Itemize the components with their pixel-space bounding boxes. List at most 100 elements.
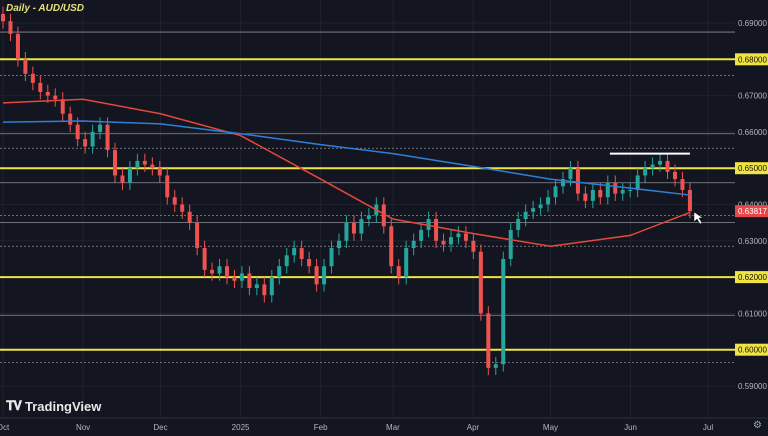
tradingview-logo: 𝐓𝐕 TradingView (6, 398, 101, 414)
moving-average-blue (2, 120, 691, 196)
candle (598, 189, 603, 198)
candle (329, 248, 334, 267)
candle (1, 13, 5, 22)
time-tick-label: Jul (703, 423, 713, 432)
candle (336, 240, 341, 249)
candle (344, 222, 349, 241)
candle (269, 277, 274, 296)
price-tick-label: 0.68000 (738, 55, 767, 64)
chart-title: Daily - AUD/USD (6, 3, 84, 14)
candle (277, 266, 282, 278)
candle (53, 95, 58, 100)
candle (665, 160, 670, 172)
candle (411, 240, 416, 249)
candle (105, 124, 110, 151)
price-tick-label: 0.66000 (738, 128, 767, 137)
candle (448, 237, 453, 245)
price-tick-label: 0.60000 (738, 346, 767, 355)
candle (142, 160, 147, 165)
candle (60, 99, 65, 114)
candle (523, 211, 528, 220)
last-price-bg (735, 205, 768, 218)
candle (157, 168, 162, 176)
time-tick-label: Feb (314, 423, 328, 432)
candle (68, 113, 73, 125)
candle (508, 229, 513, 259)
tv-logo-icon: 𝐓𝐕 (6, 398, 22, 413)
candle (620, 189, 625, 194)
candle (628, 189, 633, 191)
candle (419, 229, 424, 241)
candle (322, 266, 327, 285)
candle (254, 284, 259, 288)
time-tick-label: 2025 (232, 423, 250, 432)
candle (456, 233, 461, 238)
price-tick-label: 0.67000 (738, 92, 767, 101)
candle (30, 73, 35, 83)
candle (389, 226, 394, 267)
candle (516, 219, 521, 230)
candle (307, 258, 312, 267)
time-tick-label: Jun (624, 423, 637, 432)
candle (560, 179, 565, 187)
last-price-label: 0.63817 (738, 207, 767, 216)
candle (15, 33, 20, 60)
candle (672, 171, 677, 180)
time-tick-label: Dec (153, 423, 167, 432)
candle (187, 211, 192, 223)
candle (381, 204, 386, 227)
candle (292, 248, 297, 256)
candle (463, 233, 468, 241)
candle (284, 255, 289, 267)
settings-icon[interactable]: ⚙ (753, 420, 762, 431)
candle (471, 240, 476, 252)
price-tick-label: 0.65000 (738, 164, 767, 173)
candle (23, 59, 28, 74)
candle (531, 208, 536, 212)
candle (90, 131, 95, 147)
candle (98, 124, 103, 132)
time-tick-label: Oct (0, 423, 10, 432)
time-tick-label: Apr (467, 423, 480, 432)
candle (486, 313, 491, 368)
candle (590, 189, 595, 201)
candle (217, 266, 222, 274)
candle (441, 240, 446, 245)
candle (583, 193, 588, 201)
price-tick-label: 0.61000 (738, 309, 767, 318)
candle (575, 168, 580, 194)
candle (150, 164, 155, 169)
candle (8, 21, 13, 34)
candle (396, 266, 401, 278)
candle (613, 182, 618, 194)
candle (635, 175, 640, 190)
candle (202, 248, 207, 270)
candle (180, 204, 185, 212)
candle (366, 215, 371, 220)
candle (83, 139, 88, 147)
price-tick-label: 0.59000 (738, 382, 767, 391)
candle (493, 364, 498, 368)
candle (195, 222, 200, 249)
candle (210, 269, 215, 274)
candle (478, 251, 483, 314)
candle (127, 168, 132, 183)
candle (45, 91, 50, 96)
price-tick-label: 0.69000 (738, 19, 767, 28)
candle (426, 219, 431, 230)
time-tick-label: Mar (386, 423, 400, 432)
candle (538, 204, 543, 209)
candle (650, 164, 655, 169)
candle (553, 186, 558, 198)
candle (687, 189, 692, 212)
price-tick-label: 0.64000 (738, 201, 767, 210)
brand-name: TradingView (25, 398, 102, 414)
level-label-bg (735, 343, 768, 356)
candle (351, 222, 356, 234)
candle (314, 266, 319, 285)
candle (404, 248, 409, 278)
candle (232, 277, 237, 281)
price-tick-label: 0.63000 (738, 237, 767, 246)
candle (643, 168, 648, 176)
